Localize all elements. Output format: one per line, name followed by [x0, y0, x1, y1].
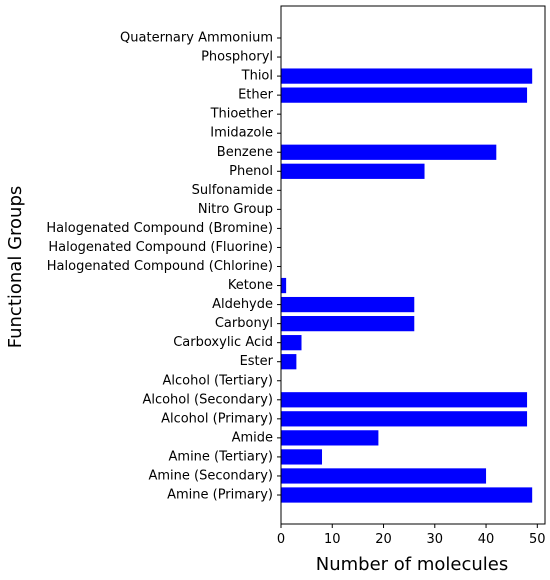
y-tick-label: Thioether	[210, 107, 274, 122]
x-tick-label: 20	[375, 532, 392, 547]
y-tick-label: Thiol	[241, 69, 273, 84]
bar	[281, 487, 533, 503]
y-tick-label: Imidazole	[210, 126, 273, 141]
bar	[281, 354, 297, 370]
bar	[281, 468, 487, 484]
bar	[281, 163, 425, 179]
y-tick-label: Phosphoryl	[201, 50, 273, 65]
y-tick-label: Carboxylic Acid	[173, 335, 273, 350]
bar	[281, 296, 415, 313]
y-tick-label: Ketone	[228, 278, 273, 293]
bar	[281, 277, 287, 294]
y-tick-label: Benzene	[217, 145, 273, 160]
y-tick-label: Amine (Secondary)	[148, 468, 273, 483]
bar	[281, 335, 302, 351]
y-tick-label: Nitro Group	[198, 202, 273, 217]
x-tick-label: 30	[427, 532, 444, 547]
y-tick-label: Halogenated Compound (Bromine)	[46, 221, 273, 236]
x-tick-label: 40	[478, 532, 495, 547]
bar	[281, 316, 415, 332]
y-tick-label: Alcohol (Tertiary)	[163, 373, 273, 388]
y-tick-label: Alcohol (Secondary)	[142, 392, 273, 407]
x-tick-label: 0	[277, 532, 285, 547]
y-tick-label: Amine (Tertiary)	[169, 449, 273, 464]
bar	[281, 449, 323, 465]
y-tick-labels: Amine (Primary) Amine (Secondary) Amine (T…	[46, 31, 281, 503]
y-tick-label: Halogenated Compound (Fluorine)	[48, 240, 273, 255]
bar	[281, 430, 379, 446]
y-axis-label: Functional Groups	[5, 186, 26, 349]
bar	[281, 392, 528, 408]
x-tick-label: 50	[529, 532, 546, 547]
y-tick-label: Alcohol (Primary)	[161, 411, 273, 426]
bar	[281, 144, 497, 160]
y-tick-label: Carbonyl	[215, 316, 273, 331]
y-tick-label: Ether	[238, 88, 274, 103]
y-tick-label: Ester	[240, 354, 274, 369]
bar	[281, 68, 533, 84]
plot-area-frame	[280, 5, 546, 525]
y-tick-label: Amine (Primary)	[167, 488, 273, 503]
y-tick-label: Quaternary Ammonium	[120, 31, 273, 46]
bar	[281, 411, 528, 427]
x-tick-label: 10	[324, 532, 341, 547]
y-tick-label: Aldehyde	[212, 297, 273, 312]
y-tick-label: Sulfonamide	[192, 183, 273, 198]
x-axis-label: Number of molecules	[316, 554, 508, 575]
y-tick-label: Halogenated Compound (Chlorine)	[47, 259, 273, 274]
y-tick-label: Phenol	[229, 164, 273, 179]
y-tick-label: Amide	[232, 430, 273, 445]
bars-group	[281, 68, 533, 503]
x-tick-labels: 0 10 20 30 40 50	[277, 524, 546, 547]
bar	[281, 87, 528, 103]
